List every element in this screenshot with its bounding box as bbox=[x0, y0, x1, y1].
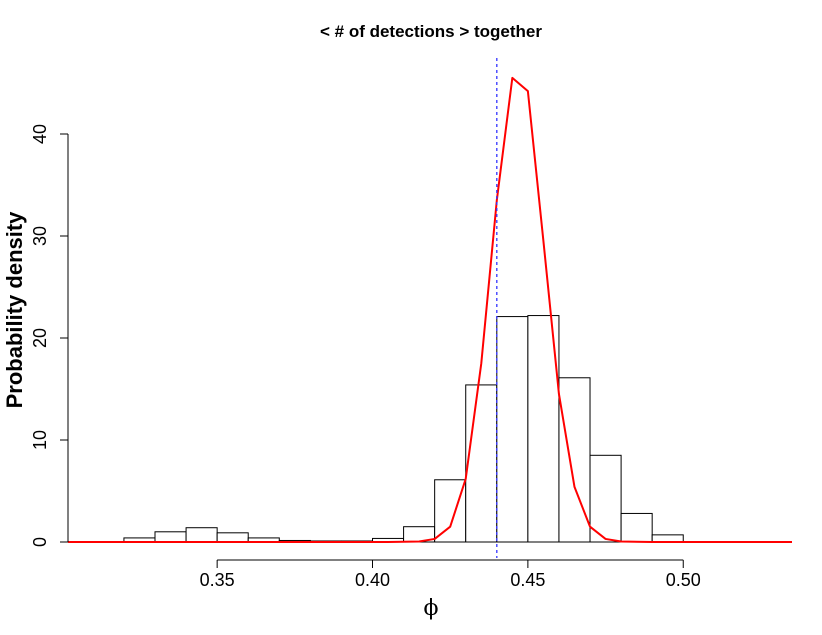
histogram-bar bbox=[651, 534, 684, 543]
y-tick-label: 20 bbox=[30, 328, 50, 348]
density-curve bbox=[68, 76, 792, 543]
histogram-bar bbox=[185, 527, 218, 543]
y-tick-label: 40 bbox=[30, 124, 50, 144]
histogram-bar bbox=[589, 454, 622, 543]
histogram-bar bbox=[465, 384, 498, 543]
x-tick-label: 0.40 bbox=[355, 570, 390, 590]
histogram-bar bbox=[154, 531, 187, 543]
histogram-bar bbox=[496, 316, 529, 543]
histogram-bar bbox=[620, 512, 653, 543]
x-tick-label: 0.50 bbox=[666, 570, 701, 590]
y-tick-label: 0 bbox=[30, 537, 50, 547]
y-tick-label: 10 bbox=[30, 430, 50, 450]
x-tick-label: 0.35 bbox=[200, 570, 235, 590]
histogram-bars bbox=[123, 315, 684, 543]
x-tick-label: 0.45 bbox=[510, 570, 545, 590]
y-axis: 0 10 20 30 40 bbox=[30, 124, 69, 547]
chart-title: < # of detections > together bbox=[320, 22, 542, 41]
x-axis-label: ϕ bbox=[424, 596, 439, 621]
histogram-bar bbox=[434, 479, 467, 543]
x-axis: 0.35 0.40 0.45 0.50 bbox=[200, 559, 701, 590]
y-tick-label: 30 bbox=[30, 226, 50, 246]
y-axis-label: Probability density bbox=[2, 211, 27, 409]
density-curve-layer bbox=[68, 76, 792, 543]
histogram-bar bbox=[216, 532, 249, 543]
